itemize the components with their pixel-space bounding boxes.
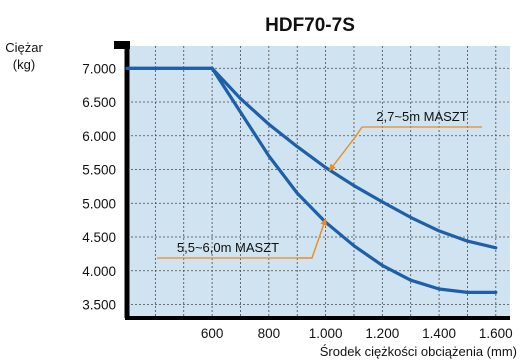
series-line-1: [125, 66, 498, 250]
series-line-2: [125, 66, 498, 294]
axis-corner-block: [114, 41, 130, 49]
grid: [126, 46, 510, 318]
axes: [114, 41, 510, 320]
x-tick-label: 1.200: [365, 326, 399, 341]
x-tick-labels: 600 800 1.000 1.200 1.400 1.600: [201, 326, 513, 341]
x-tick-label: 1.400: [422, 326, 456, 341]
x-axis-title: Środek ciężkości obciążenia (mm): [320, 344, 517, 359]
annotations: 2,7~5m MASZT 5,5~6,0m MASZT: [157, 109, 482, 259]
y-tick-label: 3.500: [82, 298, 116, 313]
y-axis-title-line-1: Ciężar: [5, 40, 43, 55]
x-tick-label: 800: [258, 326, 281, 341]
plot-background: [127, 46, 510, 318]
x-tick-label: 1.600: [479, 326, 513, 341]
y-axis-title-line-2: (kg): [13, 57, 35, 72]
y-tick-label: 4.000: [82, 264, 116, 279]
y-tick-labels: 7.000 6.500 6.000 5.500 5.000 4.500 4.000 3.500: [82, 61, 116, 312]
chart-title: HDF70-7S: [265, 15, 355, 36]
plot-area: [127, 46, 510, 318]
y-tick-label: 5.000: [82, 196, 116, 211]
x-tick-label: 600: [201, 326, 224, 341]
annotation-label-2: 5,5~6,0m MASZT: [177, 240, 279, 255]
annotation-leader-2: [299, 218, 327, 259]
y-tick-label: 6.500: [82, 95, 116, 110]
y-tick-label: 7.000: [82, 61, 116, 76]
annotation-leader-1: [328, 126, 363, 172]
series-lines: [125, 66, 498, 294]
annotation-label-1: 2,7~5m MASZT: [376, 109, 467, 124]
y-tick-label: 6.000: [82, 129, 116, 144]
y-tick-label: 5.500: [82, 163, 116, 178]
x-tick-label: 1.000: [309, 326, 343, 341]
y-tick-label: 4.500: [82, 230, 116, 245]
